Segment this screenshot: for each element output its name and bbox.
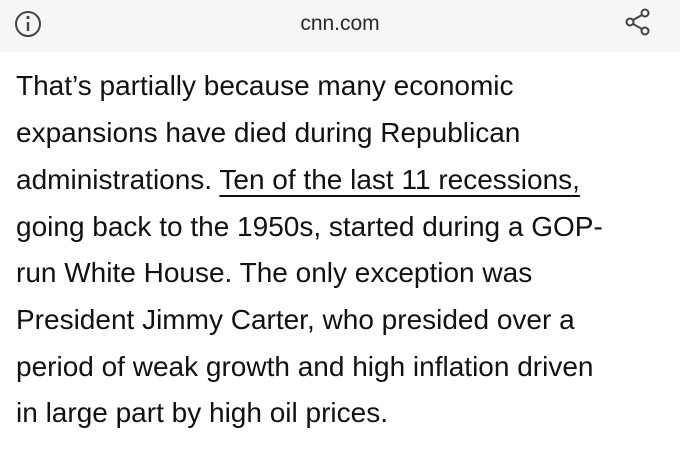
text: administrations. xyxy=(16,164,213,195)
text-line: in large part by high oil prices. xyxy=(16,397,388,428)
text-line: going back to the 1950s, started during … xyxy=(16,211,603,242)
link[interactable]: Ten of the last 11 recessions, xyxy=(219,164,580,195)
text-line: run White House. The only exception was xyxy=(16,257,533,288)
text-line: period of weak growth and high inflation… xyxy=(16,351,594,382)
text-line: expansions have died during Republican xyxy=(16,117,521,148)
info-icon[interactable] xyxy=(12,8,44,40)
browser-bar: cnn.com xyxy=(0,0,680,52)
share-icon[interactable] xyxy=(622,6,654,38)
text-line: That’s partially because many economic xyxy=(16,70,514,101)
url[interactable]: cnn.com xyxy=(300,12,380,35)
text-line: administrations. Ten of the last 11 rece… xyxy=(16,164,580,196)
text-line: President Jimmy Carter, who presided ove… xyxy=(16,304,575,335)
